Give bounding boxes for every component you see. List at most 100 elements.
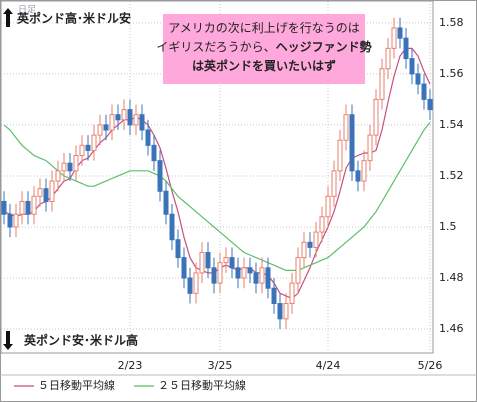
- candle-body: [169, 213, 175, 241]
- candle-body: [91, 134, 97, 151]
- y-tick-label: 1.46: [439, 322, 464, 335]
- candle-body: [151, 144, 157, 162]
- candle-body: [403, 37, 409, 60]
- candle-body: [193, 272, 199, 294]
- candle-body: [355, 170, 361, 182]
- candle-body: [295, 257, 301, 284]
- candle-body: [67, 162, 73, 172]
- candle-body: [361, 160, 367, 182]
- y-tick-label: 1.58: [439, 16, 464, 29]
- candle-body: [283, 303, 289, 320]
- candle-body: [97, 124, 103, 136]
- candle-body: [157, 160, 163, 192]
- candle-body: [391, 27, 397, 49]
- legend-label: ５日移動平均線: [38, 378, 115, 392]
- candle-body: [397, 27, 403, 39]
- candle-body: [55, 170, 61, 182]
- candle-body: [301, 241, 307, 259]
- candle-body: [349, 114, 355, 172]
- x-tick-label: 4/24: [316, 359, 341, 372]
- candle-body: [37, 188, 43, 197]
- legend-label: ２５日移動平均線: [158, 378, 246, 392]
- candle-body: [211, 267, 217, 284]
- candle-body: [31, 195, 37, 215]
- candle-body: [265, 267, 271, 289]
- annotation-segment: ヘッジファンド勢: [276, 39, 372, 54]
- candles: [1, 17, 433, 330]
- candle-body: [181, 257, 187, 279]
- candle-body: [337, 139, 343, 172]
- annotation: アメリカの次に利上げを行なうのはイギリスだろうから、ヘッジファンド勢は英ポンドを…: [156, 21, 371, 73]
- plot-frame: [0, 0, 434, 354]
- annotation-box: [163, 14, 365, 84]
- candle-body: [253, 272, 259, 284]
- candle-body: [115, 114, 121, 121]
- candle-body: [259, 267, 265, 284]
- candle-body: [313, 231, 319, 248]
- candle-body: [121, 109, 127, 121]
- candle-body: [307, 241, 313, 248]
- candle-body: [241, 267, 247, 279]
- candle-body: [163, 190, 169, 215]
- candle-body: [109, 114, 115, 131]
- candle-body: [331, 170, 337, 197]
- candle-body: [319, 216, 325, 233]
- candle-body: [85, 144, 91, 151]
- candle-body: [343, 114, 349, 141]
- candle-body: [43, 188, 49, 202]
- candle-body: [187, 277, 193, 294]
- candle-body: [367, 134, 373, 162]
- annotation-line: アメリカの次に利上げを行なうのは: [168, 21, 359, 35]
- candle-body: [217, 262, 223, 284]
- candle-body: [79, 144, 85, 157]
- candle-body: [247, 267, 253, 274]
- candle-body: [421, 83, 427, 100]
- candle-body: [61, 162, 67, 172]
- candle-body: [145, 129, 151, 146]
- y-tick-label: 1.56: [439, 67, 464, 80]
- x-tick-label: 5/26: [418, 359, 443, 372]
- candle-body: [379, 68, 385, 100]
- candle-body: [235, 267, 241, 279]
- candle-body: [415, 73, 421, 85]
- candle-body: [49, 180, 55, 202]
- candle-body: [1, 200, 7, 215]
- candle-body: [103, 124, 109, 131]
- candle-body: [277, 303, 283, 320]
- annotation-line: は英ポンドを買いたいはず: [192, 58, 336, 73]
- y-tick-label: 1.48: [439, 271, 464, 284]
- candle-body: [127, 109, 133, 126]
- candle-body: [133, 114, 139, 126]
- legend: ５日移動平均線 ２５日移動平均線: [14, 378, 246, 392]
- period-label: 日足: [18, 5, 36, 16]
- candle-body: [289, 282, 295, 305]
- down-arrow: [3, 331, 13, 350]
- y-tick-label: 1.54: [439, 118, 464, 131]
- top-label: 英ポンド高･米ドル安: [17, 11, 131, 26]
- candle-body: [7, 213, 13, 228]
- up-arrow: [3, 8, 13, 27]
- candle-body: [325, 195, 331, 218]
- candle-body: [19, 200, 25, 215]
- candle-body: [139, 114, 145, 131]
- candle-body: [25, 200, 31, 215]
- y-tick-label: 1.52: [439, 169, 464, 182]
- candle-body: [223, 257, 229, 264]
- annotation-line: イギリスだろうから、ヘッジファンド勢: [156, 39, 371, 54]
- candle-body: [385, 47, 391, 70]
- candle-body: [271, 287, 277, 305]
- candle-body: [409, 58, 415, 75]
- bottom-label: 英ポンド安･米ドル高: [24, 333, 138, 348]
- annotation-segment: イギリスだろうから、: [156, 40, 275, 54]
- annotation-segment: は英ポンドを買いたいはず: [192, 58, 336, 73]
- candle-body: [199, 251, 205, 274]
- x-tick-label: 3/25: [208, 359, 233, 372]
- candle-body: [73, 155, 79, 172]
- candle-body: [13, 213, 19, 228]
- moving-average-line: [3, 122, 431, 271]
- x-tick-label: 2/23: [118, 359, 143, 372]
- candle-body: [175, 239, 181, 259]
- annotation-segment: アメリカの次に利上げを行なうのは: [168, 21, 359, 35]
- y-tick-label: 1.5: [439, 220, 457, 233]
